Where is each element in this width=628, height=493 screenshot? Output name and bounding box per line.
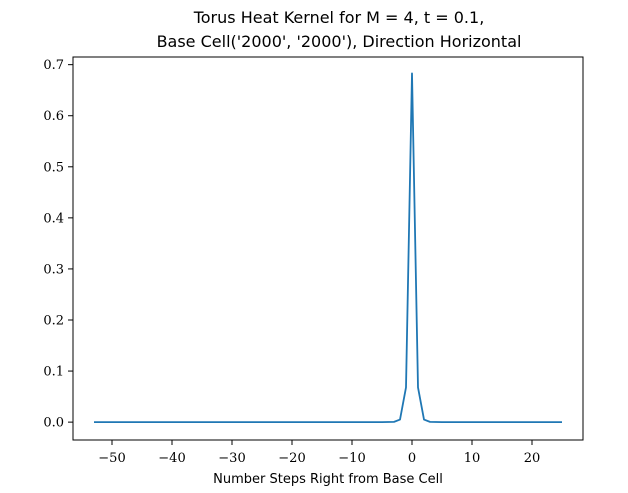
- x-tick-label: −50: [98, 451, 125, 466]
- x-tick-label: 0: [408, 451, 416, 466]
- series-line-0: [94, 72, 562, 424]
- x-axis-label: Number Steps Right from Base Cell: [213, 472, 443, 487]
- y-tick-label: 0.6: [43, 109, 64, 124]
- y-tick-label: 0.2: [43, 313, 64, 328]
- x-axis: −50 −40 −30 −20 −10 0 10 20: [98, 440, 540, 466]
- x-tick-label: 10: [464, 451, 481, 466]
- x-tick-label: 20: [524, 451, 541, 466]
- y-tick-label: 0.7: [43, 58, 64, 73]
- x-tick-label: −10: [338, 451, 365, 466]
- y-tick-label: 0.3: [43, 262, 64, 277]
- y-axis: 0.0 0.1 0.2 0.3 0.4 0.5 0.6 0.7: [43, 58, 73, 431]
- plot-area: [72, 56, 584, 441]
- y-tick-label: 0.5: [43, 160, 64, 175]
- chart-title-line-2: Base Cell('2000', '2000'), Direction Hor…: [157, 32, 522, 51]
- x-tick-label: −40: [158, 451, 185, 466]
- x-tick-label: −20: [278, 451, 305, 466]
- series-group: [94, 72, 562, 424]
- y-tick-label: 0.0: [43, 416, 64, 431]
- y-tick-label: 0.1: [43, 365, 64, 380]
- chart-title-line-1: Torus Heat Kernel for M = 4, t = 0.1,: [193, 8, 485, 27]
- y-tick-label: 0.4: [43, 211, 64, 226]
- x-tick-label: −30: [218, 451, 245, 466]
